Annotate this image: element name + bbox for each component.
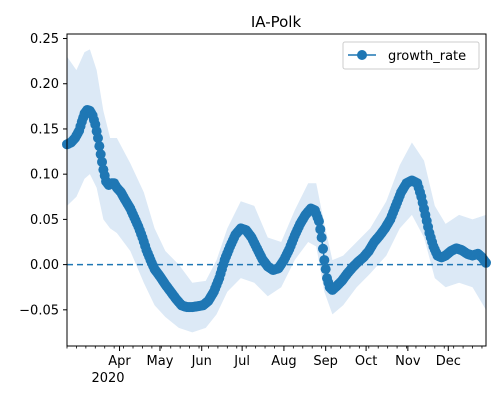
legend-box (342, 41, 480, 70)
chart-title: IA-Polk (251, 13, 302, 31)
data-point (315, 224, 326, 235)
y-tick-label: 0.10 (30, 168, 59, 183)
x-axis-year-label: 2020 (91, 371, 124, 386)
data-point (320, 264, 331, 275)
data-point (319, 255, 330, 266)
confidence-band (67, 49, 486, 333)
x-tick-label: Nov (395, 354, 421, 369)
y-tick-label: 0.25 (30, 32, 59, 47)
data-point (92, 133, 103, 143)
y-tick-label: 0.20 (30, 77, 59, 92)
y-tick-label: −0.05 (19, 303, 59, 318)
legend-label-growth-rate: growth_rate (388, 49, 466, 64)
y-tick-label: 0.00 (30, 258, 59, 273)
confidence-band-layer (67, 49, 486, 333)
data-point (97, 156, 108, 167)
x-tick-label: Aug (271, 354, 296, 369)
y-tick-label: 0.15 (30, 122, 59, 137)
series-marker-layer (62, 104, 491, 313)
legend: growth_rate (342, 41, 480, 70)
plot-frame (66, 33, 487, 347)
data-point (94, 141, 105, 152)
y-tick-label: 0.05 (30, 213, 59, 228)
x-tick-label: Jul (233, 354, 250, 369)
x-tick-label: May (147, 354, 174, 369)
x-tick-label: Jun (191, 354, 212, 369)
x-axis: Apr May Jun Jul Aug Sep Oct Nov Dec (66, 346, 483, 369)
data-point (95, 149, 106, 160)
data-point (313, 216, 324, 227)
x-tick-label: Sep (313, 354, 338, 369)
data-point (316, 232, 327, 243)
legend-marker-swatch (357, 50, 367, 60)
x-tick-label: Dec (436, 354, 461, 369)
x-tick-label: Oct (355, 354, 377, 369)
x-tick-label: Apr (108, 354, 131, 369)
data-point (317, 243, 328, 254)
y-axis: −0.05 0.00 0.05 0.10 0.15 0.20 0.25 (19, 32, 67, 318)
